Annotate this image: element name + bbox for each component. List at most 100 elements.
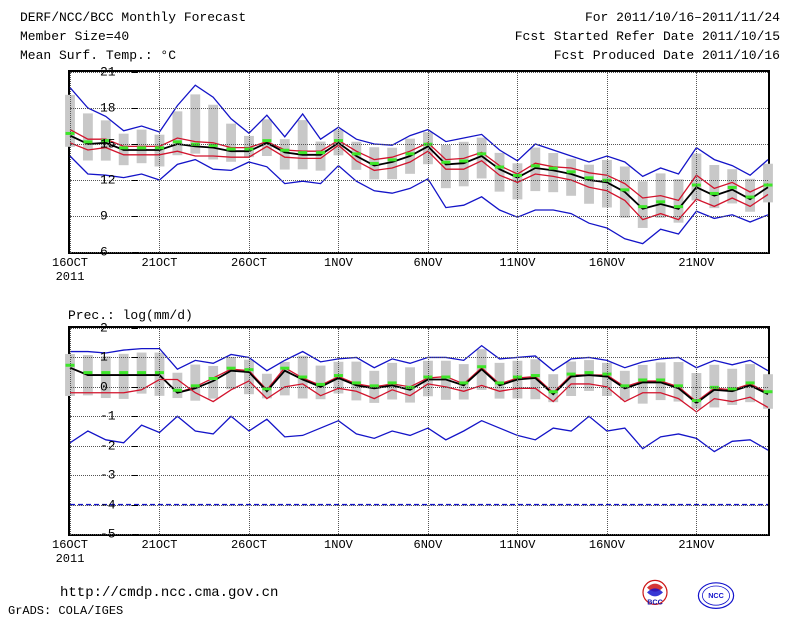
y-axis-tick-mark (132, 475, 138, 476)
ensemble-marker (728, 186, 737, 189)
x-axis-tick-label: 16NOV (589, 256, 625, 270)
y-axis-tick-label: 18 (100, 101, 116, 116)
y-axis-tick-label: -3 (100, 468, 116, 483)
gridline-vertical (338, 328, 339, 534)
y-axis-tick-label: 0 (100, 379, 108, 394)
y-axis-tick-mark (132, 534, 138, 535)
precipitation-section-label: Prec.: log(mm/d) (68, 308, 193, 323)
ensemble-spread-box (190, 365, 200, 401)
ensemble-marker (119, 146, 128, 149)
ensemble-marker (119, 371, 128, 374)
x-axis-tick-label: 1NOV (324, 256, 353, 270)
ensemble-marker (352, 381, 361, 384)
gridline-vertical (428, 72, 429, 252)
y-axis-tick-mark (132, 328, 138, 329)
y-axis-tick-mark (132, 216, 138, 217)
y-axis-tick-label: 15 (100, 137, 116, 152)
x-axis-tick-label: 1NOV (324, 538, 353, 552)
bcc-logo[interactable]: BCC (630, 578, 680, 618)
ensemble-marker (531, 164, 540, 167)
svg-text:NCC: NCC (708, 591, 724, 600)
ensemble-spread-box (674, 362, 684, 402)
x-axis-tick-label: 21OCT (141, 538, 177, 552)
ncc-logo[interactable]: NCC (686, 578, 736, 618)
ensemble-marker (298, 151, 307, 154)
y-axis-tick-mark (132, 144, 138, 145)
ensemble-marker (585, 371, 594, 374)
ensemble-marker (173, 140, 182, 143)
gridline-horizontal (70, 72, 768, 73)
y-axis-tick-label: -5 (100, 527, 116, 542)
ensemble-marker (406, 152, 415, 155)
gridline-horizontal (70, 108, 768, 109)
ensemble-marker (227, 148, 236, 151)
gridline-vertical (249, 328, 250, 534)
gridline-vertical (338, 72, 339, 252)
for-range-label: For 2011/10/16–2011/11/24 (515, 8, 780, 27)
ensemble-marker (764, 390, 773, 393)
ensemble-marker (441, 161, 450, 164)
ensemble-marker (101, 371, 110, 374)
ensemble-spread-box (351, 362, 361, 401)
ensemble-spread-box (172, 373, 182, 398)
ensemble-marker (262, 139, 271, 142)
ensemble-marker (83, 371, 92, 374)
temperature-chart-plot-area[interactable]: 21 18 15 12 9 6 16OCT 2011 21OCT 26OCT 1NOV 6NOV 11… (68, 70, 770, 254)
x-axis-tick-label: 21NOV (678, 256, 714, 270)
y-axis-tick-label: -1 (100, 409, 116, 424)
ensemble-marker (567, 170, 576, 173)
gridline-horizontal (70, 446, 768, 447)
ensemble-marker (656, 378, 665, 381)
ensemble-marker (316, 383, 325, 386)
ensemble-marker (567, 373, 576, 376)
ensemble-marker (764, 184, 773, 187)
ensemble-marker (316, 151, 325, 154)
report-header: DERF/NCC/BCC Monthly Forecast Member Siz… (10, 8, 790, 63)
ensemble-marker (585, 176, 594, 179)
y-axis-tick-label: 21 (100, 65, 116, 80)
temperature-chart-container: 21 18 15 12 9 6 16OCT 2011 21OCT 26OCT 1NOV 6NOV 11… (0, 62, 800, 284)
footer-url-label[interactable]: http://cmdp.ncc.cma.gov.cn (60, 585, 278, 601)
ensemble-marker (638, 205, 647, 208)
ensemble-marker (477, 152, 486, 155)
ensemble-marker (477, 365, 486, 368)
x-axis-tick-label: 11NOV (499, 538, 535, 552)
ensemble-marker (459, 160, 468, 163)
ensemble-spread-box (262, 119, 272, 156)
precipitation-chart-container: Prec.: log(mm/d) 2 1 0 -1 -2 -3 -4 -5 16OCT 2011… (0, 318, 800, 566)
ensemble-spread-box (172, 111, 182, 155)
gridline-horizontal (70, 387, 768, 388)
y-axis-tick-mark (132, 505, 138, 506)
temperature-chart-svg (70, 72, 768, 252)
gridline-horizontal (70, 144, 768, 145)
gridline-vertical (696, 328, 697, 534)
header-right-block: For 2011/10/16–2011/11/24 Fcst Started R… (515, 8, 780, 65)
precipitation-chart-plot-area[interactable]: 2 1 0 -1 -2 -3 -4 -5 16OCT 2011 21OCT 26OCT 1NOV 6NO… (68, 326, 770, 536)
gridline-horizontal (70, 328, 768, 329)
gridline-horizontal (70, 216, 768, 217)
ensemble-marker (209, 377, 218, 380)
y-axis-tick-mark (132, 252, 138, 253)
gridline-vertical (70, 328, 71, 534)
y-axis-tick-label: 2 (100, 321, 108, 336)
gridline-horizontal (70, 534, 768, 535)
y-axis-tick-mark (132, 416, 138, 417)
ensemble-marker (137, 146, 146, 149)
gridline-horizontal (70, 180, 768, 181)
gridline-vertical (607, 328, 608, 534)
gridline-vertical (696, 72, 697, 252)
ensemble-marker (227, 367, 236, 370)
x-axis-tick-label: 11NOV (499, 256, 535, 270)
ensemble-spread-box (548, 153, 558, 192)
y-axis-tick-label: 12 (100, 173, 116, 188)
ensemble-marker (280, 367, 289, 370)
ensemble-spread-box (226, 124, 236, 162)
ensemble-spread-box (566, 159, 576, 196)
ensemble-marker (620, 188, 629, 191)
ensemble-marker (388, 381, 397, 384)
ensemble-marker (459, 381, 468, 384)
header-left-block: DERF/NCC/BCC Monthly Forecast Member Siz… (20, 8, 246, 65)
ensemble-spread-box (387, 363, 397, 400)
report-title: DERF/NCC/BCC Monthly Forecast (20, 8, 246, 27)
y-axis-tick-mark (132, 387, 138, 388)
